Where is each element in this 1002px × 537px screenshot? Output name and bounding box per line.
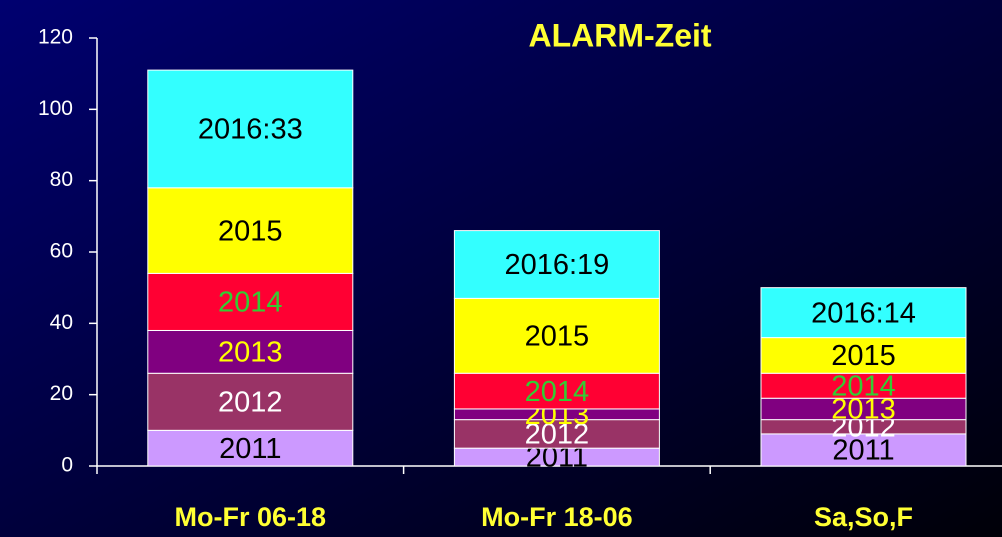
bar-segment [760, 433, 967, 467]
segment-label: 2013 [218, 337, 283, 369]
bar-segment [147, 429, 354, 467]
y-tick-label: 40 [50, 311, 73, 334]
y-tick-label: 100 [38, 97, 73, 120]
bar-segment [453, 372, 660, 410]
bar-segment [453, 419, 660, 449]
segment-label: 2014 [525, 376, 590, 408]
segment-label: 2015 [525, 320, 590, 352]
bar-segment [147, 69, 354, 189]
segment-label: 2014 [831, 370, 896, 402]
y-tick-label: 120 [38, 26, 73, 49]
segment-label: 2016:33 [198, 114, 303, 146]
bar-segment [453, 297, 660, 374]
y-tick-label: 0 [61, 454, 73, 477]
segment-label: 2012 [218, 386, 283, 418]
y-tick-label: 20 [50, 382, 73, 405]
chart-title: ALARM-Zeit [528, 17, 711, 53]
x-tick-label: Mo-Fr 06-18 [175, 502, 327, 532]
segment-label: 2016:14 [811, 297, 916, 329]
bar-segment [147, 187, 354, 274]
segment-label: 2015 [831, 340, 896, 372]
segment-label: 2015 [218, 215, 283, 247]
segment-label: 2012 [525, 419, 590, 451]
segment-label: 2011 [832, 435, 894, 467]
bar-segment [760, 337, 967, 374]
bar-segment [147, 272, 354, 331]
segment-label: 2013 [831, 394, 896, 426]
x-tick-label: Mo-Fr 18-06 [481, 502, 633, 532]
segment-label: 2014 [218, 287, 283, 319]
bar-segment [760, 287, 967, 339]
bar-segment [453, 230, 660, 299]
y-tick-label: 80 [50, 168, 73, 191]
bar-segment [147, 329, 354, 374]
bar-segment [147, 372, 354, 431]
x-tick-label: Sa,So,F [814, 502, 913, 532]
segment-label: 2016:19 [504, 249, 609, 281]
segment-label: 2011 [219, 433, 281, 465]
bar-segment [760, 372, 967, 399]
y-tick-label: 60 [50, 240, 73, 263]
